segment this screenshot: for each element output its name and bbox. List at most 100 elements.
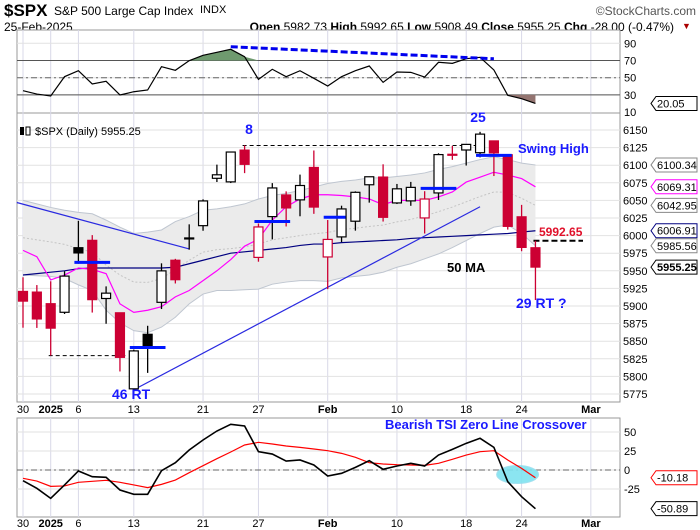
x-tick-label: 21 xyxy=(197,404,209,416)
x-tick-label: 10 xyxy=(391,518,403,530)
price-value-tag: 6042.95 xyxy=(657,200,697,212)
candle-body xyxy=(73,247,84,254)
x-tick-label: 30 xyxy=(17,518,29,530)
price-y-tick-label: 5850 xyxy=(623,336,647,348)
annotation-29-rt: 29 RT ? xyxy=(516,295,567,311)
price-y-tick-label: 6125 xyxy=(623,143,647,155)
candle-body xyxy=(364,176,375,186)
candle-body xyxy=(170,259,181,281)
rsi-y-tick-label: 50 xyxy=(624,73,636,85)
annotation-50-ma: 50 MA xyxy=(447,260,486,275)
x-tick-label: 10 xyxy=(391,404,403,416)
candle-body xyxy=(308,166,319,208)
price-y-tick-label: 5950 xyxy=(623,266,647,278)
candle-body xyxy=(45,303,56,329)
candle-body xyxy=(378,176,389,218)
tsi-title: Bearish TSI Zero Line Crossover xyxy=(385,417,587,432)
price-y-tick-label: 5875 xyxy=(623,319,647,331)
x-tick-label: Feb xyxy=(318,404,338,416)
candle-body xyxy=(530,247,541,268)
candle-body xyxy=(87,239,98,301)
price-value-tag-box xyxy=(650,197,698,213)
legend-candle-icon xyxy=(20,127,24,135)
x-tick-label: 6 xyxy=(75,404,81,416)
price-value-tag-box xyxy=(650,179,698,195)
candle-body xyxy=(516,216,527,248)
x-tick-label: 18 xyxy=(460,404,472,416)
rsi-oversold-fill xyxy=(507,94,536,104)
price-y-tick-label: 6150 xyxy=(623,125,647,137)
tsi-signal-tag: -10.18 xyxy=(657,473,688,485)
candle-body xyxy=(502,154,513,227)
candle-body xyxy=(59,275,70,313)
rsi-y-tick-label: 70 xyxy=(624,56,636,68)
price-y-tick-label: 6000 xyxy=(623,231,647,243)
price-y-tick-label: 5800 xyxy=(623,371,647,383)
candle-body xyxy=(461,143,472,151)
price-y-tick-label: 6025 xyxy=(623,213,647,225)
x-tick-label: 13 xyxy=(128,404,140,416)
bollinger-lower xyxy=(22,224,536,334)
price-value-tag-box xyxy=(650,223,698,239)
candle-body xyxy=(239,149,250,165)
annotation-8: 8 xyxy=(245,121,253,137)
exchange: INDX xyxy=(200,4,227,16)
candle-body xyxy=(294,184,306,201)
candle-body xyxy=(253,226,264,258)
price-y-tick-label: 5925 xyxy=(623,283,647,295)
tsi-y-tick-label: -25 xyxy=(624,484,640,496)
x-tick-label: 24 xyxy=(515,404,527,416)
bollinger-upper xyxy=(22,156,536,234)
rsi-panel xyxy=(16,29,621,114)
rsi-y-tick-label: 30 xyxy=(624,90,636,102)
x-tick-label: 27 xyxy=(252,404,264,416)
tsi-y-tick-label: 0 xyxy=(624,465,630,477)
price-value-tag-box xyxy=(650,157,698,173)
candle-body xyxy=(350,191,361,222)
candle-body xyxy=(197,200,209,227)
tsi-signal-line xyxy=(22,441,536,489)
candle-body xyxy=(100,292,112,300)
annotation-swing-high: Swing High xyxy=(518,141,589,156)
rsi-line xyxy=(22,48,536,105)
candle-body xyxy=(433,153,444,194)
index-name: S&P 500 Large Cap Index xyxy=(54,4,194,18)
rsi-value-tag: 20.05 xyxy=(657,98,685,110)
price-value-tag: 6069.31 xyxy=(657,182,697,194)
candle-body xyxy=(211,174,222,179)
candle-body xyxy=(225,151,236,183)
price-y-tick-label: 5825 xyxy=(623,354,647,366)
tsi-value-tag-box xyxy=(650,501,698,517)
price-value-tag: 6100.34 xyxy=(657,160,697,172)
candle-body xyxy=(336,208,347,238)
candle-body xyxy=(322,238,333,258)
candle-body xyxy=(447,153,458,156)
price-legend: $SPX (Daily) 5955.25 xyxy=(35,126,141,138)
rsi-overbought-fill xyxy=(189,49,259,61)
trendline xyxy=(16,201,190,250)
price-value-tag: 5955.25 xyxy=(657,262,697,274)
candle-body xyxy=(114,312,126,358)
price-value-tag: 6006.91 xyxy=(657,226,697,238)
x-tick-label: 2025 xyxy=(38,404,62,416)
tsi-value-tag: -50.89 xyxy=(657,504,688,516)
copyright[interactable]: ©StockCharts.com xyxy=(595,4,696,18)
x-tick-label: 6 xyxy=(75,518,81,530)
price-y-tick-label: 5775 xyxy=(623,389,647,401)
price-value-tag-box xyxy=(650,238,698,254)
candle-body xyxy=(17,290,29,302)
rsi-divergence-line xyxy=(230,45,494,61)
tsi-y-tick-label: 25 xyxy=(624,446,636,458)
candle-body xyxy=(391,188,403,204)
candle-body xyxy=(31,291,42,320)
annotation-25: 25 xyxy=(470,109,486,125)
candle-body xyxy=(156,270,167,303)
ma50-line xyxy=(22,230,536,276)
candle-body xyxy=(405,186,416,202)
moving-average-magenta xyxy=(22,171,536,313)
legend-candle-icon xyxy=(25,126,31,136)
price-value-tag-box xyxy=(650,259,698,275)
bollinger-middle xyxy=(22,191,536,283)
annotation-46-rt: 46 RT xyxy=(112,386,151,402)
